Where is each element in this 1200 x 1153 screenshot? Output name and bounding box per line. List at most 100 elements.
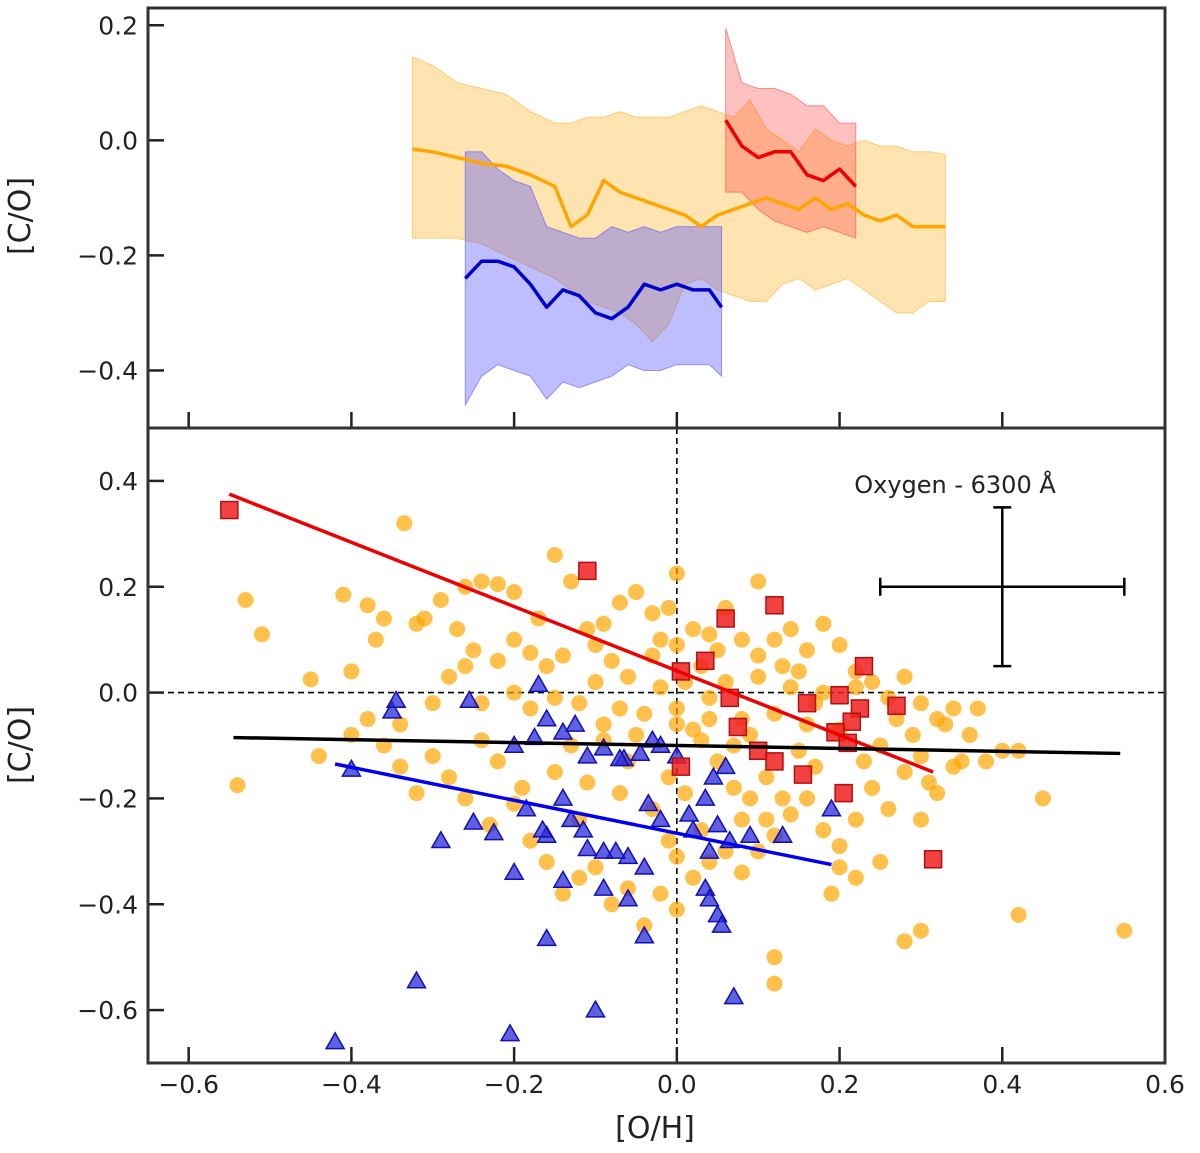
- blue-triangle-point: [499, 1023, 521, 1042]
- blue-triangle-point: [703, 766, 724, 785]
- red-band: [725, 27, 857, 239]
- orange-circle-point: [823, 885, 840, 902]
- orange-circle-point: [392, 758, 409, 775]
- orange-circle-point: [506, 584, 523, 601]
- blue-triangle-point: [430, 830, 452, 849]
- orange-circle-point: [660, 832, 677, 849]
- blue-triangle-point: [516, 798, 537, 817]
- bottom-y-axis-title: [C/O]: [3, 706, 38, 784]
- x-tick-label: 0.6: [1145, 1070, 1185, 1099]
- orange-circle-point: [831, 838, 848, 855]
- blue-triangle-point: [459, 690, 480, 709]
- red-square-point: [765, 596, 784, 615]
- bottom-frame: [146, 426, 1167, 1065]
- blue-triangle-point: [695, 787, 716, 806]
- orange-circle-point: [1034, 790, 1051, 807]
- orange-circle-point: [725, 779, 742, 796]
- orange-circle-point: [522, 644, 539, 661]
- blue-triangle-point: [536, 708, 557, 727]
- orange-circle-point: [742, 790, 759, 807]
- blue-triangle-point: [503, 861, 525, 880]
- top-y-tick-label: 0.2: [98, 11, 138, 40]
- orange-circle-point: [912, 695, 929, 712]
- top-panel: 0.2 0.0 −0.2 −0.4: [77, 6, 1167, 430]
- orange-circle-point: [1116, 922, 1133, 939]
- blue-triangle-point: [711, 914, 732, 933]
- orange-circle-point: [546, 763, 563, 780]
- blue-triangle-point: [381, 700, 403, 719]
- orange-circle-point: [774, 658, 791, 675]
- bottom-y-tick-label: 0.4: [98, 467, 138, 496]
- blue-triangle-point: [552, 787, 574, 806]
- red-line: [724, 119, 858, 188]
- orange-circle-point: [766, 631, 783, 648]
- orange-circle-point: [668, 901, 685, 918]
- red-square-point: [923, 850, 943, 869]
- orange-circle-point: [668, 636, 685, 653]
- orange-circle-point: [611, 785, 628, 802]
- orange-circle-point: [253, 626, 270, 643]
- blue-triangle-point: [593, 737, 614, 756]
- orange-circle-point: [758, 769, 775, 786]
- orange-circle-point: [847, 811, 864, 828]
- red-square-point: [834, 783, 853, 803]
- blue-triangle-point: [699, 888, 720, 907]
- orange-circle-point: [392, 716, 409, 733]
- x-tick-label: 0.2: [820, 1070, 860, 1099]
- orange-circle-point: [441, 668, 458, 685]
- blue-triangle-point: [739, 824, 761, 843]
- orange-circle-point: [595, 615, 612, 632]
- orange-circle-point: [855, 753, 872, 770]
- red-square-point: [797, 693, 817, 713]
- orange-circle-point: [628, 584, 645, 601]
- blue-triangle-point: [406, 970, 427, 989]
- orange-circle-point: [912, 922, 929, 939]
- blue-triangle-point: [723, 986, 745, 1005]
- orange-circle-point: [733, 811, 750, 828]
- orange-circle-point: [652, 679, 669, 696]
- orange-circle-point: [432, 591, 449, 608]
- blue-line: [464, 259, 724, 321]
- orange-circle-point: [457, 658, 474, 675]
- orange-circle-point: [978, 753, 995, 770]
- red-square-point: [578, 561, 597, 581]
- orange-circle-point: [799, 790, 816, 807]
- orange-circle-point: [587, 859, 604, 876]
- blue-triangle-point: [650, 809, 671, 828]
- orange-circle-point: [815, 822, 832, 839]
- orange-circle-point: [489, 576, 506, 593]
- orange-circle-point: [554, 885, 571, 902]
- orange-circle-point: [603, 652, 620, 669]
- orange-circle-point: [514, 779, 531, 796]
- blue-triangle-point: [605, 840, 627, 859]
- bottom-y-tick-label: 0.2: [98, 573, 138, 602]
- orange-circle-point: [750, 668, 767, 685]
- orange-circle-point: [676, 785, 693, 802]
- x-tick-label: −0.6: [158, 1070, 219, 1099]
- orange-circle-point: [799, 642, 816, 659]
- orange-circle-point: [636, 917, 653, 934]
- orange-circle-point: [603, 896, 620, 913]
- red-square-point: [887, 696, 906, 716]
- blue-triangle-point: [585, 999, 606, 1018]
- orange-circle-point: [685, 621, 702, 638]
- blue-triangle-point: [629, 742, 651, 761]
- orange-circle-point: [587, 674, 604, 690]
- orange-circle-point: [546, 547, 563, 563]
- orange-circle-point: [864, 779, 881, 796]
- orange-circle-point: [571, 869, 588, 886]
- orange-circle-point: [668, 700, 685, 717]
- orange-circle-point: [961, 726, 978, 743]
- orange-circle-point: [896, 933, 913, 950]
- blue-triangle-point: [528, 674, 549, 693]
- x-tick-label: 0.0: [657, 1070, 697, 1099]
- red-square-point: [748, 741, 768, 761]
- blue-triangle-point: [634, 925, 655, 944]
- x-tick-label: −0.2: [484, 1070, 545, 1099]
- orange-circle-point: [872, 853, 889, 870]
- red-square-point: [728, 717, 748, 737]
- orange-circle-point: [953, 753, 970, 770]
- blue-triangle-point: [707, 814, 728, 833]
- blue-triangle-point: [463, 811, 484, 830]
